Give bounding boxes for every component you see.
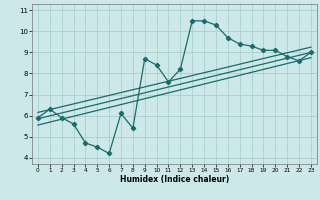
X-axis label: Humidex (Indice chaleur): Humidex (Indice chaleur) bbox=[120, 175, 229, 184]
